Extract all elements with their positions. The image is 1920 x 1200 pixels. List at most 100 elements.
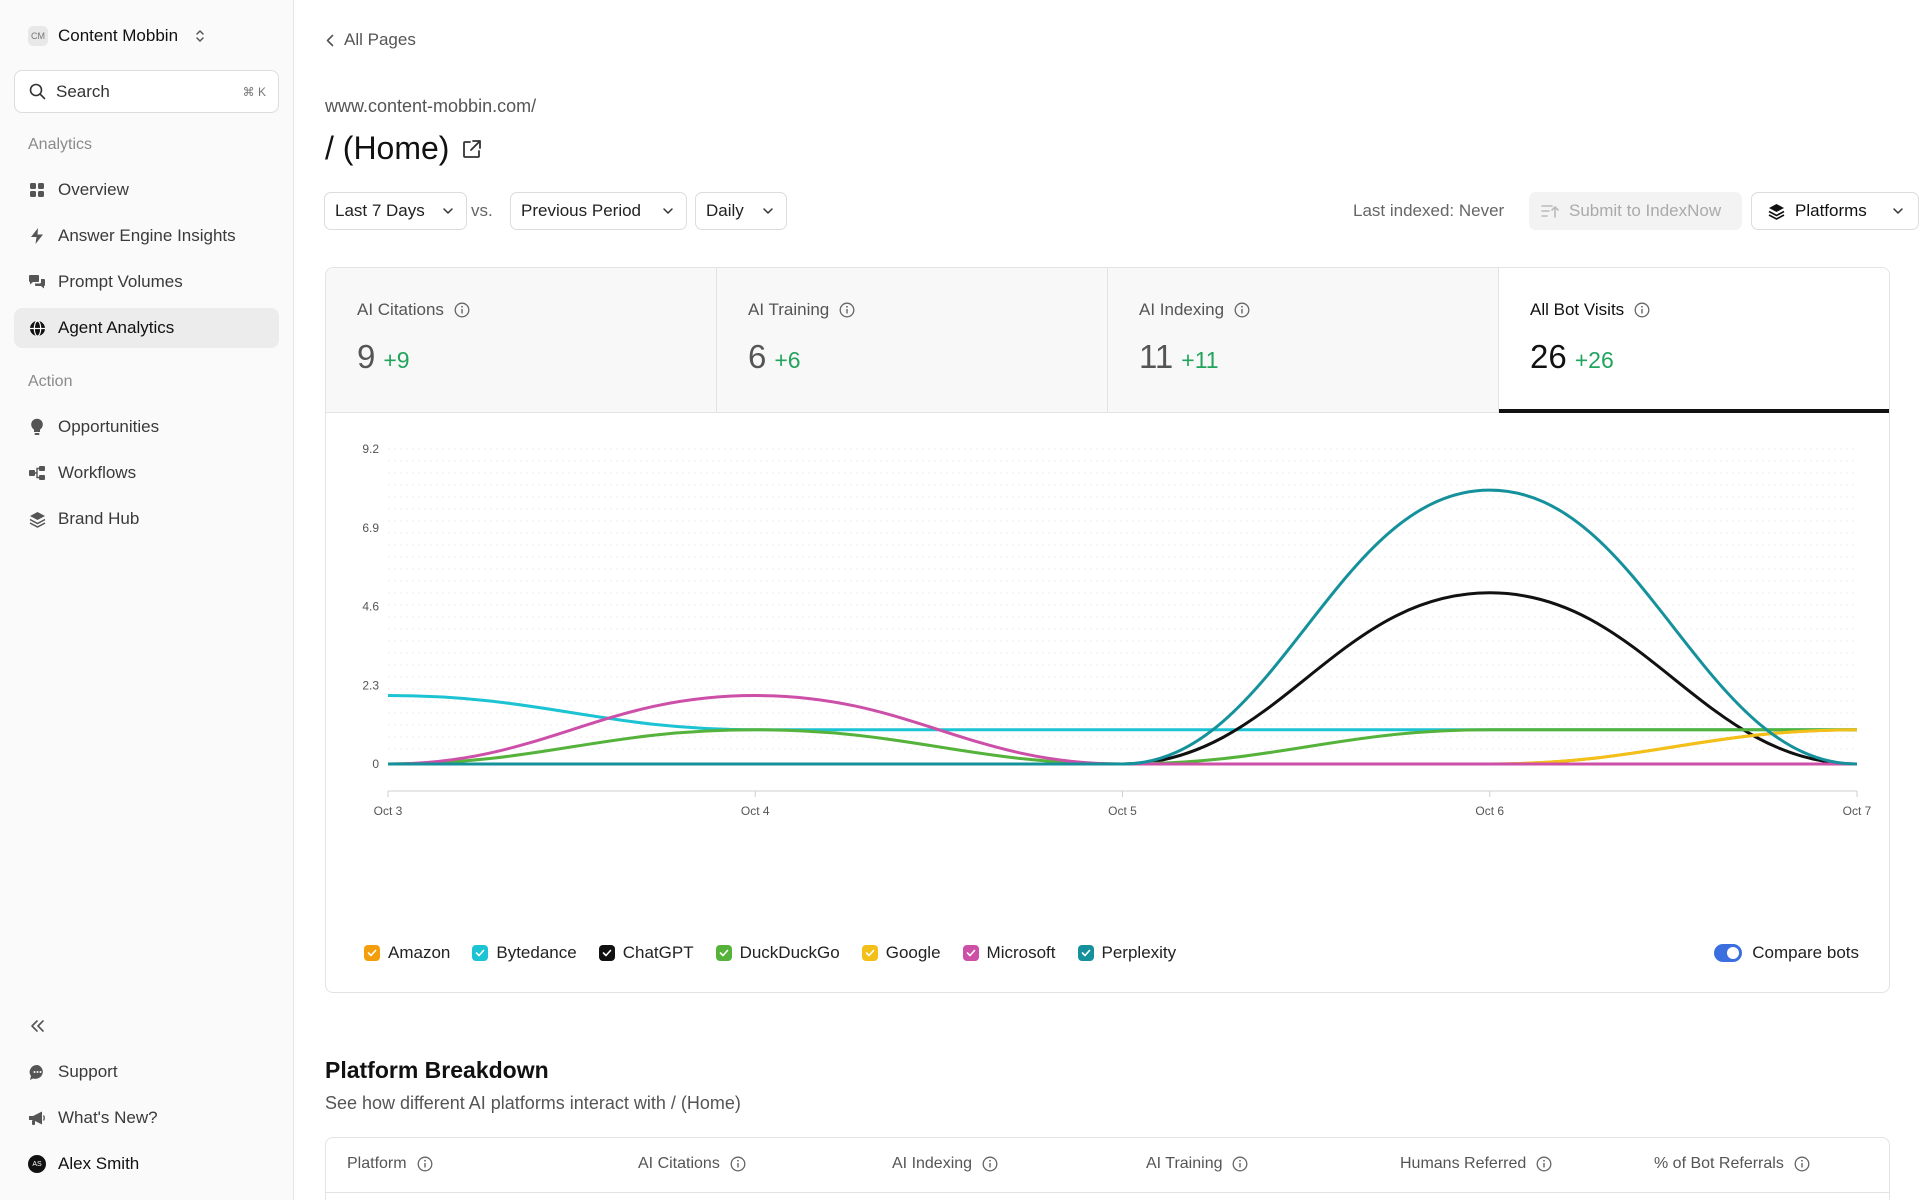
info-icon[interactable] bbox=[454, 302, 470, 318]
chevron-down-icon bbox=[762, 207, 774, 215]
legend-item-chatgpt[interactable]: ChatGPT bbox=[598, 943, 694, 963]
stat-delta: +11 bbox=[1181, 347, 1219, 373]
sidebar-item-whats-new[interactable]: What's New? bbox=[14, 1098, 279, 1138]
table-header: Platform AI Citations AI Indexing AI Tra… bbox=[326, 1138, 1889, 1193]
back-link[interactable]: All Pages bbox=[326, 30, 416, 50]
column-label: AI Indexing bbox=[892, 1155, 973, 1172]
info-icon[interactable] bbox=[1232, 1156, 1248, 1172]
compare-bots-label: Compare bots bbox=[1752, 943, 1859, 962]
column-label: % of Bot Referrals bbox=[1654, 1155, 1784, 1172]
column-header-ai-training[interactable]: AI Training bbox=[1146, 1155, 1248, 1173]
legend-label: Bytedance bbox=[496, 943, 577, 962]
info-icon[interactable] bbox=[1794, 1156, 1810, 1172]
avatar: AS bbox=[28, 1155, 46, 1173]
sidebar-item-label: Prompt Volumes bbox=[58, 272, 183, 291]
info-icon[interactable] bbox=[417, 1156, 433, 1172]
stat-tab-ai-citations[interactable]: AI Citations 9 +9 bbox=[326, 268, 717, 412]
user-menu[interactable]: AS Alex Smith bbox=[14, 1144, 279, 1184]
page-url: www.content-mobbin.com/ bbox=[325, 96, 537, 116]
info-icon[interactable] bbox=[1536, 1156, 1552, 1172]
toggle-knob bbox=[1727, 947, 1740, 959]
y-tick-label: 0 bbox=[372, 757, 379, 771]
legend-item-microsoft[interactable]: Microsoft bbox=[962, 943, 1056, 963]
stat-tab-ai-training[interactable]: AI Training 6 +6 bbox=[717, 268, 1108, 412]
chart-grid bbox=[388, 448, 1857, 750]
granularity-dropdown[interactable]: Daily bbox=[695, 192, 787, 230]
checkbox-icon bbox=[715, 945, 732, 961]
globe-icon bbox=[28, 319, 46, 337]
column-label: Platform bbox=[347, 1155, 407, 1172]
info-icon[interactable] bbox=[839, 302, 855, 318]
bot-visits-chart: 0 2.3 4.6 6.9 9.2 Oct 3 Oct 4 Oct 5 Oct 6 Oct 7 bbox=[326, 414, 1889, 914]
stat-value: 11 bbox=[1139, 338, 1174, 375]
column-header-bot-referrals[interactable]: % of Bot Referrals bbox=[1654, 1155, 1810, 1173]
checkbox-icon bbox=[598, 945, 615, 961]
vs-label: vs. bbox=[471, 201, 493, 220]
sidebar-item-workflows[interactable]: Workflows bbox=[14, 453, 279, 493]
sidebar-item-label: Agent Analytics bbox=[58, 318, 175, 337]
search-label: Search bbox=[56, 81, 110, 101]
column-label: AI Citations bbox=[638, 1155, 720, 1172]
y-tick-label: 4.6 bbox=[362, 600, 379, 614]
legend-item-amazon[interactable]: Amazon bbox=[364, 943, 450, 963]
legend-item-duckduckgo[interactable]: DuckDuckGo bbox=[715, 943, 840, 963]
stat-tab-all-bot-visits[interactable]: All Bot Visits 26 +26 bbox=[1499, 268, 1889, 413]
info-icon[interactable] bbox=[1634, 302, 1650, 318]
sidebar-item-overview[interactable]: Overview bbox=[14, 170, 279, 210]
search-button[interactable]: Search ⌘ K bbox=[14, 70, 279, 113]
external-link-icon[interactable] bbox=[461, 138, 483, 160]
back-link-label: All Pages bbox=[344, 30, 416, 49]
column-header-ai-citations[interactable]: AI Citations bbox=[638, 1155, 746, 1173]
compare-period-value: Previous Period bbox=[521, 201, 642, 220]
user-name: Alex Smith bbox=[58, 1154, 140, 1173]
sidebar-item-label: What's New? bbox=[58, 1108, 158, 1127]
sidebar-item-brand-hub[interactable]: Brand Hub bbox=[14, 499, 279, 539]
chevron-down-icon bbox=[1892, 207, 1904, 215]
chevron-down-icon bbox=[662, 207, 674, 215]
compare-period-dropdown[interactable]: Previous Period bbox=[510, 192, 687, 230]
stat-label: AI Indexing bbox=[1139, 300, 1225, 319]
legend-label: Google bbox=[885, 943, 941, 962]
action-section-label: Action bbox=[28, 373, 73, 390]
info-icon[interactable] bbox=[1234, 302, 1250, 318]
y-tick-label: 6.9 bbox=[362, 521, 379, 535]
legend-item-perplexity[interactable]: Perplexity bbox=[1077, 943, 1177, 963]
legend-item-google[interactable]: Google bbox=[861, 943, 941, 963]
series-line-chatgpt bbox=[388, 591, 1858, 766]
column-header-ai-indexing[interactable]: AI Indexing bbox=[892, 1155, 998, 1173]
page-title: / (Home) bbox=[325, 130, 450, 166]
legend-item-bytedance[interactable]: Bytedance bbox=[472, 943, 577, 963]
compare-bots-toggle[interactable] bbox=[1714, 944, 1743, 962]
grid-icon bbox=[28, 181, 46, 199]
column-label: AI Training bbox=[1146, 1155, 1223, 1172]
info-icon[interactable] bbox=[730, 1156, 746, 1172]
lightbulb-icon bbox=[28, 418, 46, 436]
stat-label: All Bot Visits bbox=[1530, 300, 1625, 319]
sidebar-item-agent-analytics[interactable]: Agent Analytics bbox=[14, 308, 279, 348]
info-icon[interactable] bbox=[982, 1156, 998, 1172]
collapse-sidebar-button[interactable] bbox=[28, 1016, 48, 1036]
submit-to-indexnow-button[interactable]: Submit to IndexNow bbox=[1529, 192, 1742, 230]
sidebar-item-answer-engine-insights[interactable]: Answer Engine Insights bbox=[14, 216, 279, 256]
stat-tab-ai-indexing[interactable]: AI Indexing 11 +11 bbox=[1108, 268, 1499, 412]
last-indexed-status: Last indexed: Never bbox=[1353, 201, 1505, 220]
double-chevron-left-icon bbox=[30, 1019, 46, 1033]
legend-label: Amazon bbox=[388, 943, 451, 962]
date-range-dropdown[interactable]: Last 7 Days bbox=[324, 192, 467, 230]
workflow-icon bbox=[28, 464, 46, 482]
stat-delta: +6 bbox=[774, 347, 801, 373]
column-header-platform[interactable]: Platform bbox=[347, 1155, 433, 1173]
sidebar-item-prompt-volumes[interactable]: Prompt Volumes bbox=[14, 262, 279, 302]
sidebar-item-opportunities[interactable]: Opportunities bbox=[14, 407, 279, 447]
workspace-switcher[interactable]: CM Content Mobbin bbox=[28, 22, 206, 50]
platforms-dropdown[interactable]: Platforms bbox=[1751, 192, 1919, 230]
legend-label: Perplexity bbox=[1101, 943, 1177, 962]
column-header-humans-referred[interactable]: Humans Referred bbox=[1400, 1155, 1552, 1173]
compare-bots-control: Compare bots bbox=[1714, 943, 1859, 963]
sidebar-item-support[interactable]: Support bbox=[14, 1052, 279, 1092]
sidebar-item-label: Brand Hub bbox=[58, 509, 140, 528]
workspace-name: Content Mobbin bbox=[58, 26, 179, 45]
analytics-section-label: Analytics bbox=[28, 136, 93, 153]
x-tick-label: Oct 4 bbox=[741, 804, 770, 818]
platforms-label: Platforms bbox=[1795, 201, 1867, 220]
